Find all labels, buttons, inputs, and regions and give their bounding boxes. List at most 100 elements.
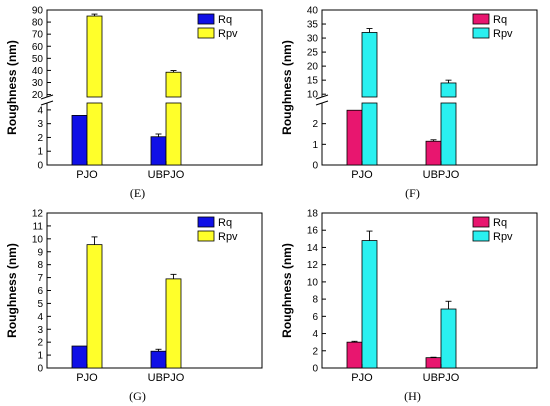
bar-rpv [440, 82, 457, 98]
bar-rq [150, 350, 167, 369]
y-axis-label: Roughness (nm) [280, 243, 294, 338]
bar-rq [150, 136, 167, 166]
y-tick-label: 8 [312, 295, 318, 306]
y-tick-label: 10 [32, 234, 44, 245]
y-tick-label: 2 [312, 346, 318, 357]
legend-swatch-rq [197, 216, 215, 228]
y-tick-label: 35 [307, 20, 319, 31]
y-tick-label: 1 [312, 140, 318, 151]
axis-break-gap [316, 97, 536, 103]
bar-rpv [440, 102, 457, 166]
legend-label-rq: Rq [218, 14, 232, 26]
y-tick-label: 10 [307, 90, 319, 101]
panel-caption: (E) [129, 186, 146, 200]
chart-panel-f: 0 1 2 10 15 20 25 30 35 40 PJO UBPJO Roughness (nm) R… [275, 0, 550, 203]
y-tick-label: 90 [32, 6, 44, 17]
x-tick-label: PJO [351, 169, 373, 181]
bar-rq [71, 115, 88, 166]
legend-swatch-rq [472, 13, 490, 25]
bar-rpv [86, 102, 103, 166]
legend-label-rpv: Rpv [218, 28, 238, 40]
bar-rpv [165, 102, 182, 166]
legend-swatch-rpv [472, 230, 490, 242]
y-tick-label: 10 [307, 277, 319, 288]
y-tick-label: 50 [32, 54, 44, 65]
y-tick-label: 14 [307, 243, 319, 254]
bar-rpv [361, 240, 378, 369]
y-tick-label: 40 [307, 6, 319, 17]
bar-rq [425, 140, 442, 166]
y-tick-label: 3 [37, 119, 43, 130]
bar-rpv [86, 15, 103, 98]
legend-swatch-rpv [197, 230, 215, 242]
bar-rpv [361, 102, 378, 166]
y-tick-label: 9 [37, 247, 43, 258]
y-tick-label: 70 [32, 30, 44, 41]
y-tick-label: 3 [37, 325, 43, 336]
y-tick-label: 11 [33, 221, 44, 232]
y-tick-label: 1 [37, 351, 43, 362]
y-tick-label: 20 [307, 62, 319, 73]
y-tick-label: 80 [32, 18, 44, 29]
legend-swatch-rpv [472, 27, 490, 39]
y-tick-label: 16 [307, 226, 319, 237]
axis-break-mark [315, 94, 329, 100]
y-tick-label: 60 [32, 42, 44, 53]
y-axis-label: Roughness (nm) [280, 40, 294, 135]
y-tick-label: 5 [37, 299, 43, 310]
chart-svg: 0 2 4 6 8 10 12 14 16 18 PJO UBPJO Roughness (nm) Rq R… [280, 209, 538, 384]
chart-panel-e: 0 1 2 3 4 20 30 40 50 60 70 80 90 PJO UBPJO Roughness (… [0, 0, 275, 203]
bar-rq [346, 109, 363, 166]
chart-panel-g: 0 1 2 3 4 5 6 7 8 9 10 11 12 PJO UBPJO Roughness (nm) Rq… [0, 203, 275, 406]
y-tick-label: 15 [307, 76, 319, 87]
legend-label-rpv: Rpv [493, 28, 513, 40]
y-tick-label: 8 [37, 260, 43, 271]
legend-swatch-rq [197, 13, 215, 25]
y-tick-label: 7 [37, 273, 43, 284]
y-tick-label: 4 [37, 105, 43, 116]
y-axis-label: Roughness (nm) [5, 40, 19, 135]
panel-caption: (F) [405, 186, 420, 200]
y-tick-label: 20 [32, 90, 44, 101]
axis-break-mark [315, 100, 329, 106]
legend-label-rpv: Rpv [493, 231, 513, 243]
bar-rpv [165, 71, 182, 98]
bar-rpv [165, 278, 182, 369]
bar-rpv [86, 244, 103, 369]
panel-caption: (G) [129, 389, 146, 403]
axis-break-gap [41, 97, 261, 103]
legend-label-rq: Rq [493, 14, 507, 26]
x-tick-label: UBPJO [423, 372, 460, 384]
y-tick-label: 12 [32, 209, 44, 220]
bar-rpv [361, 32, 378, 98]
x-tick-label: PJO [351, 372, 373, 384]
y-tick-label: 25 [307, 48, 319, 59]
y-tick-label: 6 [312, 312, 318, 323]
y-tick-label: 1 [37, 147, 43, 158]
legend-label-rq: Rq [493, 217, 507, 229]
legend-label-rpv: Rpv [218, 231, 238, 243]
y-tick-label: 0 [312, 161, 318, 172]
y-tick-label: 0 [312, 364, 318, 375]
bar-rq [346, 341, 363, 369]
legend-label-rq: Rq [218, 217, 232, 229]
y-tick-label: 4 [312, 329, 318, 340]
panel-caption: (H) [404, 389, 421, 403]
x-tick-label: UBPJO [423, 169, 460, 181]
y-tick-label: 0 [37, 161, 43, 172]
y-tick-label: 2 [37, 133, 43, 144]
bar-rq [425, 357, 442, 369]
y-tick-label: 4 [37, 312, 43, 323]
y-tick-label: 18 [307, 209, 319, 220]
y-tick-label: 6 [37, 286, 43, 297]
chart-panel-h: 0 2 4 6 8 10 12 14 16 18 PJO UBPJO Roughness (nm) Rq R… [275, 203, 550, 406]
legend-swatch-rq [472, 216, 490, 228]
y-axis-label: Roughness (nm) [5, 243, 19, 338]
y-tick-label: 2 [312, 119, 318, 130]
axis-break-mark [40, 100, 54, 106]
y-tick-label: 40 [32, 66, 44, 77]
bar-rpv [440, 308, 457, 369]
